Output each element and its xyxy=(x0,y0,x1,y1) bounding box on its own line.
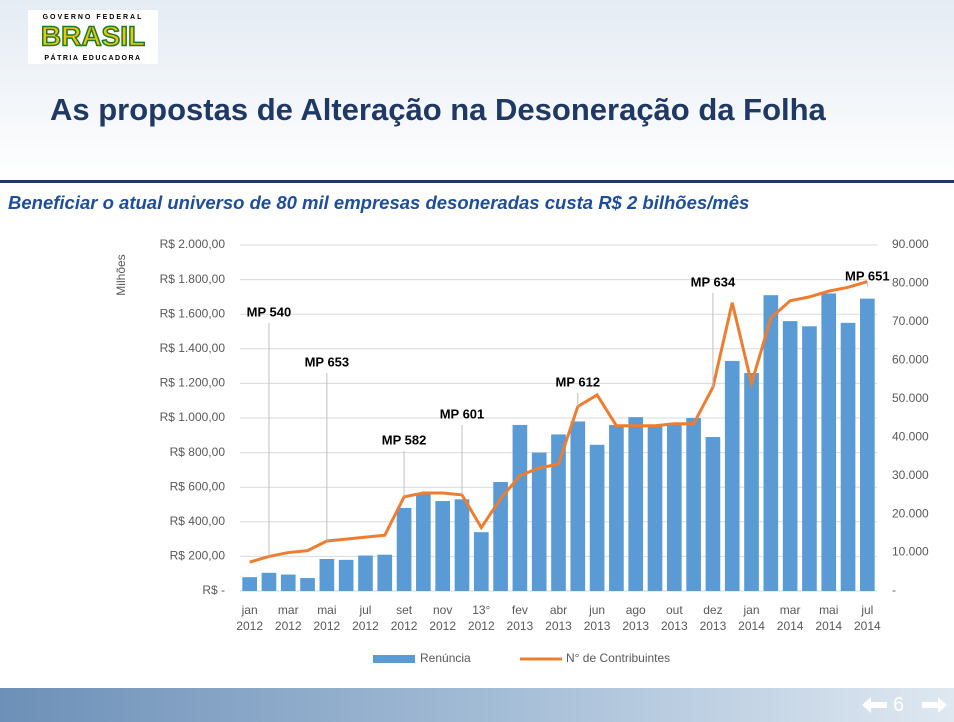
subtitle: Beneficiar o atual universo de 80 mil em… xyxy=(8,192,750,213)
y2-tick-label: 40.000 xyxy=(892,429,929,443)
y-tick-label: R$ 1.600,00 xyxy=(160,306,226,320)
y2-tick-label: 80.000 xyxy=(892,276,929,290)
bar xyxy=(551,434,566,591)
prev-arrow[interactable] xyxy=(862,696,888,714)
page-number: 6 xyxy=(893,694,905,716)
x-tick-label: mar 2012 xyxy=(275,603,302,633)
x-tick-label: jan 2012 xyxy=(236,603,263,633)
line xyxy=(249,280,868,564)
annotation: MP 651 xyxy=(845,268,890,283)
bar xyxy=(512,424,528,591)
bar xyxy=(473,532,489,591)
y2-tick-label: 10.000 xyxy=(892,545,929,559)
next-arrow[interactable] xyxy=(922,696,948,714)
bar xyxy=(763,295,779,591)
x-tick-label: jan 2014 xyxy=(738,603,765,633)
y-tick-label: R$ 2.000,00 xyxy=(160,237,226,251)
x-tick-label: nov 2012 xyxy=(429,603,456,633)
y2-tick-label: 50.000 xyxy=(892,391,929,405)
logo-bottom: PÁTRIA EDUCADORA xyxy=(44,53,141,62)
bar xyxy=(242,577,257,591)
bar xyxy=(358,555,373,591)
bar xyxy=(338,559,354,591)
x-tick-label: mai 2014 xyxy=(815,603,842,633)
x-tick-label: jul 2012 xyxy=(352,603,379,633)
x-tick-label: mai 2012 xyxy=(314,603,341,633)
y2-tick-label: 70.000 xyxy=(892,314,929,328)
bar xyxy=(724,360,740,591)
bar xyxy=(782,321,798,591)
bar xyxy=(666,424,682,591)
y-tick-label: R$ 1.000,00 xyxy=(160,410,226,424)
y-tick-label: R$ 400,00 xyxy=(170,514,226,528)
y-axis-label: Milhões xyxy=(114,254,128,295)
bar xyxy=(435,501,451,591)
annotation: MP 634 xyxy=(691,274,736,289)
bar xyxy=(319,558,335,591)
annotation: MP 540 xyxy=(247,304,292,319)
bar xyxy=(860,298,875,591)
bar xyxy=(416,494,431,591)
logo-bg xyxy=(28,10,158,64)
y2-tick-label: 30.000 xyxy=(892,468,929,482)
bar xyxy=(280,574,296,591)
x-tick-label: abr 2013 xyxy=(545,603,572,633)
bar xyxy=(628,417,644,591)
logo-top: GOVERNO FEDERAL xyxy=(43,14,144,21)
bar xyxy=(261,572,277,591)
y2-tick-label: 20.000 xyxy=(892,506,929,520)
bar xyxy=(744,373,759,591)
bar xyxy=(570,421,586,591)
y-tick-label: R$ - xyxy=(202,583,225,597)
header: GOVERNO FEDERAL BRASIL PÁTRIA EDUCADORA … xyxy=(0,0,954,183)
logo: GOVERNO FEDERAL BRASIL PÁTRIA EDUCADORA xyxy=(28,10,158,64)
annotation: MP 582 xyxy=(382,432,427,447)
bar xyxy=(705,437,721,591)
y-tick-label: R$ 1.200,00 xyxy=(160,376,226,390)
legend-label: Renúncia xyxy=(420,651,471,665)
annotation: MP 612 xyxy=(556,374,601,389)
bar xyxy=(647,424,663,591)
logo-name: BRASIL xyxy=(41,20,145,51)
bar xyxy=(531,452,547,591)
x-tick-label: out 2013 xyxy=(661,603,688,633)
footer: 6 xyxy=(0,688,954,722)
bar xyxy=(609,424,624,591)
chart: R$ - R$ 200,00 R$ 400,00 R$ 600,00 R$ 800,00… xyxy=(114,237,929,665)
y-tick-label: R$ 600,00 xyxy=(170,479,226,493)
bar xyxy=(454,499,470,591)
x-tick-label: fev 2013 xyxy=(507,603,534,633)
legend-label: N° de Contribuintes xyxy=(566,651,670,665)
bar xyxy=(802,326,817,591)
y-tick-label: R$ 800,00 xyxy=(170,445,226,459)
bar xyxy=(493,482,508,591)
bar xyxy=(686,418,701,591)
bar xyxy=(396,507,412,591)
y2-tick-label: 60.000 xyxy=(892,353,929,367)
bar xyxy=(821,293,837,591)
x-tick-label: set 2012 xyxy=(391,603,418,633)
bar xyxy=(840,322,856,591)
x-tick-label: jun 2013 xyxy=(584,603,611,633)
bar xyxy=(589,444,605,591)
x-tick-label: 13° 2012 xyxy=(468,603,495,633)
x-tick-label: ago 2013 xyxy=(622,603,649,633)
title: As propostas de Alteração na Desoneração… xyxy=(50,92,826,127)
y-tick-label: R$ 1.400,00 xyxy=(160,341,226,355)
x-tick-label: mar 2014 xyxy=(777,603,804,633)
x-tick-label: jul 2014 xyxy=(854,603,881,633)
annotation: MP 653 xyxy=(305,354,350,369)
bar xyxy=(300,578,315,591)
bar xyxy=(377,554,393,591)
x-tick-label: dez 2013 xyxy=(700,603,727,633)
y-tick-label: R$ 1.800,00 xyxy=(160,272,226,286)
y2-tick-label: - xyxy=(892,583,896,597)
y-tick-label: R$ 200,00 xyxy=(170,549,226,563)
legend-swatch xyxy=(373,655,415,663)
y2-tick-label: 90.000 xyxy=(892,237,929,251)
annotation: MP 601 xyxy=(440,406,485,421)
